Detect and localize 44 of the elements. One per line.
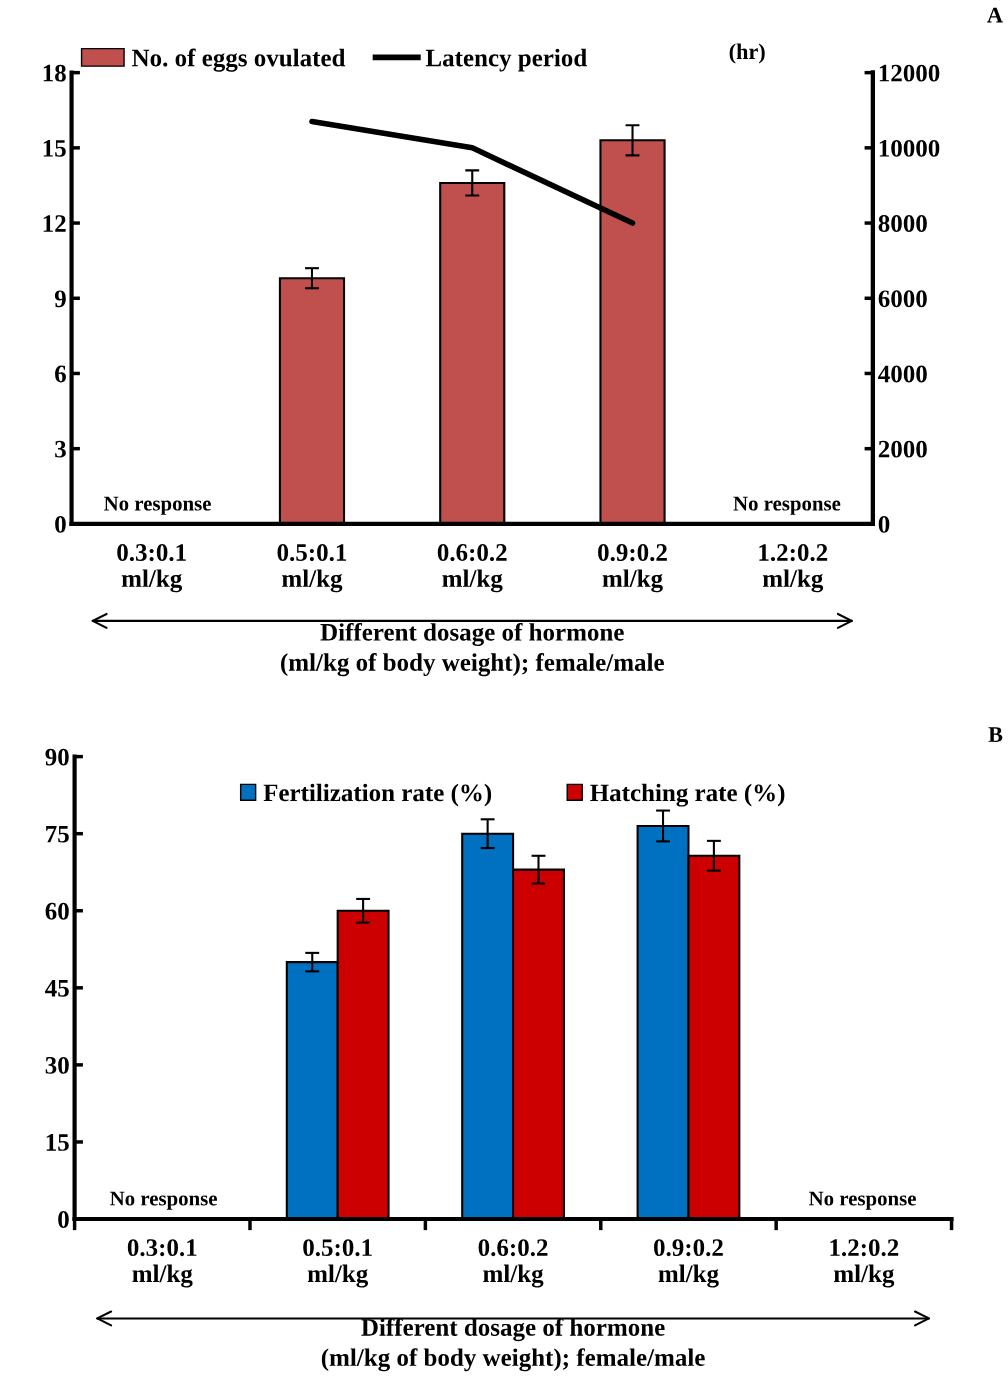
y-tick-label: 9	[54, 290, 66, 308]
y2-axis-title: (hr)	[729, 43, 765, 64]
y-tick-label: 18	[43, 64, 66, 82]
annotation: No response	[104, 496, 211, 515]
y-tick-label: 3	[55, 440, 66, 458]
x-tick-label: 1.2:0.2 ml/kg	[830, 1239, 899, 1288]
annotation: No response	[110, 1191, 217, 1210]
x-tick-label: 0.5:0.1 ml/kg	[303, 1239, 372, 1288]
x-tick-label: 0.9:0.2 ml/kg	[654, 1239, 723, 1288]
annotation: No response	[733, 496, 841, 515]
y2-tick-label: 4000	[878, 365, 927, 383]
y2-tick-label: 12000	[879, 64, 940, 82]
y-tick-label: 30	[45, 1056, 69, 1074]
x-tick-label: 0.6:0.2 ml/kg	[437, 544, 507, 593]
x-axis-title: Different dosage of hormone (ml/kg of body weight); female/male	[321, 1318, 705, 1372]
legend-label: Hatching rate (%)	[590, 783, 785, 807]
y-tick-label: 12	[43, 215, 66, 232]
legend-label: No. of eggs ovulated	[132, 48, 346, 72]
y-tick-label: 6	[55, 365, 66, 383]
y-tick-label: 90	[45, 748, 69, 766]
y2-tick-label: 0	[878, 515, 890, 533]
x-tick-label: 0.5:0.1 ml/kg	[277, 544, 347, 593]
x-tick-label: 0.3:0.1 ml/kg	[117, 544, 186, 593]
y-tick-label: 0	[55, 515, 66, 533]
x-tick-label: 0.6:0.2 ml/kg	[478, 1239, 548, 1288]
y2-tick-label: 6000	[878, 290, 927, 308]
x-axis-title: Different dosage of hormone (ml/kg of body weight); female/male	[281, 622, 664, 677]
x-tick-label: 1.2:0.2 ml/kg	[759, 544, 828, 593]
y2-tick-label: 10000	[879, 139, 940, 157]
y2-tick-label: 2000	[878, 440, 927, 458]
y-tick-label: 60	[45, 902, 69, 920]
y2-tick-label: 8000	[878, 215, 927, 232]
legend-label: Fertilization rate (%)	[263, 783, 492, 807]
x-tick-label: 0.9:0.2 ml/kg	[598, 544, 667, 593]
annotation: No response	[809, 1191, 916, 1210]
legend-label: Latency period	[425, 48, 587, 72]
y-tick-label: 0	[58, 1211, 69, 1228]
text: B	[988, 727, 1003, 742]
y-tick-label: 75	[46, 825, 69, 843]
y-tick-label: 15	[46, 1134, 69, 1151]
x-tick-label: 0.3:0.1 ml/kg	[127, 1239, 197, 1288]
y-tick-label: 45	[45, 980, 69, 997]
text: A	[987, 7, 1003, 23]
y-tick-label: 15	[43, 140, 66, 157]
